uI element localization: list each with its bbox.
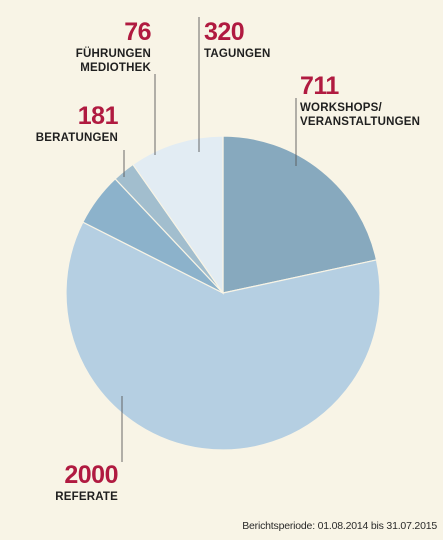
label-beratungen: 181 BERATUNGEN <box>35 102 119 145</box>
value-referate: 2000 <box>64 461 118 489</box>
label-tagungen: 320 TAGUNGEN <box>204 20 271 61</box>
value-beratungen: 181 <box>77 102 119 130</box>
value-fuehrungen: 76 <box>124 18 151 46</box>
label-referate: 2000 REFERATE <box>55 463 118 504</box>
category-tagungen: TAGUNGEN <box>204 48 271 60</box>
value-tagungen: 320 <box>204 18 245 46</box>
pie-slice-workshops <box>222 135 378 294</box>
category-fuehrungen: FÜHRUNGEN MEDIOTHEK <box>75 48 151 74</box>
category-referate: REFERATE <box>55 491 118 503</box>
category-beratungen: BERATUNGEN <box>35 132 118 144</box>
label-fuehrungen: 76 FÜHRUNGEN MEDIOTHEK <box>59 18 152 75</box>
pie-slice-tagungen <box>132 135 224 295</box>
reporting-period: Berichtsperiode: 01.08.2014 bis 31.07.20… <box>242 520 437 532</box>
category-workshops: WORKSHOPS/ VERANSTALTUNGEN <box>300 102 421 128</box>
pie-slice-referate <box>65 221 381 451</box>
label-workshops: 711 WORKSHOPS/ VERANSTALTUNGEN <box>300 74 430 129</box>
value-workshops: 711 <box>300 72 339 100</box>
